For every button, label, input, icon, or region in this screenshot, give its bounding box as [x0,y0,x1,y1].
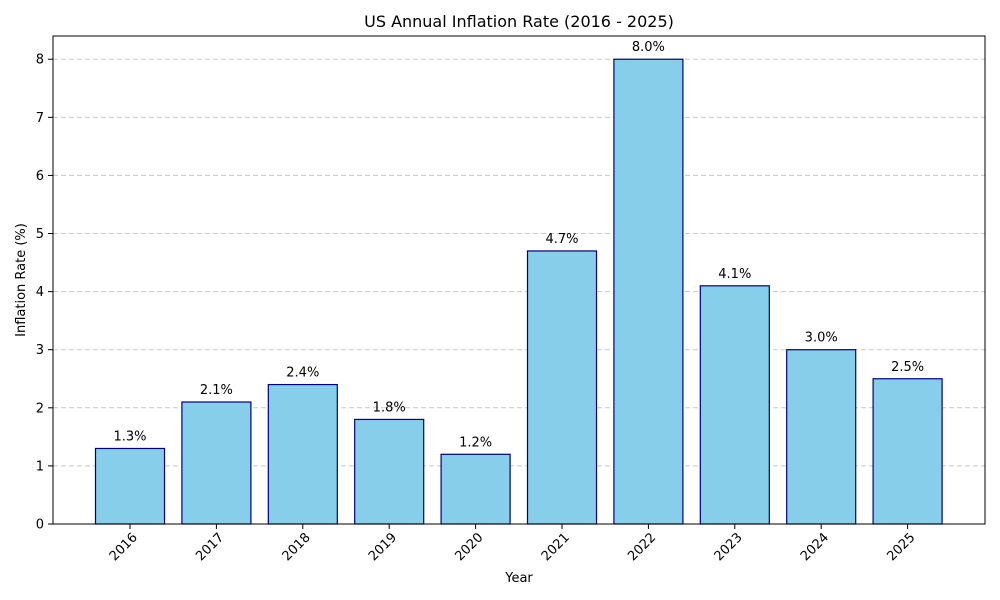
x-axis-label: Year [504,571,533,586]
x-tick-label: 2024 [798,530,832,564]
y-tick-label: 6 [36,169,44,184]
y-tick-label: 2 [36,401,44,416]
y-tick-label: 5 [36,227,44,242]
x-tick-label: 2021 [539,530,573,564]
y-tick-label: 3 [36,343,44,358]
bars [94,58,943,525]
x-axis-ticks: 2016 2017 2018 2019 2020 2021 2022 2023 2024 2025 [107,524,918,564]
x-tick-label: 2018 [280,530,314,564]
y-tick-label: 1 [36,459,44,474]
data-label-2019: 1.8% [373,400,406,415]
bar-2020 [440,453,511,525]
bar-2023 [699,285,770,525]
y-axis-label: Inflation Rate (%) [14,223,29,337]
x-tick-label: 2020 [452,530,486,564]
y-axis-ticks: 0 1 2 3 4 5 6 7 8 [36,53,53,533]
data-label-2024: 3.0% [805,331,838,346]
plot-area-frame [52,35,986,525]
bar-2021 [526,250,598,525]
data-labels: 1.3% 2.1% 2.4% 1.8% 1.2% 4.7% 8.0% 4.1% 3.0% 2.5% [113,40,924,450]
data-label-2018: 2.4% [286,366,319,381]
y-tick-label: 7 [36,111,44,126]
y-tick-label: 8 [36,53,44,68]
bar-2018 [267,383,338,525]
y-tick-label: 4 [36,285,44,300]
data-label-2025: 2.5% [891,360,924,375]
data-label-2023: 4.1% [718,267,751,282]
data-label-2020: 1.2% [459,435,492,450]
data-label-2016: 1.3% [113,429,146,444]
bar-2024 [786,349,857,525]
data-label-2017: 2.1% [200,383,233,398]
x-tick-label: 2016 [107,530,141,564]
chart-title: US Annual Inflation Rate (2016 - 2025) [364,12,674,31]
x-tick-label: 2019 [366,530,400,564]
data-label-2021: 4.7% [545,232,578,247]
x-tick-label: 2023 [712,530,746,564]
bar-2017 [181,401,252,525]
y-tick-label: 0 [36,518,44,533]
bar-2025 [872,378,943,525]
bar-2022 [613,58,684,525]
x-tick-label: 2025 [884,530,918,564]
bar-2016 [94,447,166,525]
bar-2019 [354,418,425,525]
x-tick-label: 2022 [625,530,659,564]
x-tick-label: 2017 [193,530,227,564]
data-label-2022: 8.0% [632,40,665,55]
